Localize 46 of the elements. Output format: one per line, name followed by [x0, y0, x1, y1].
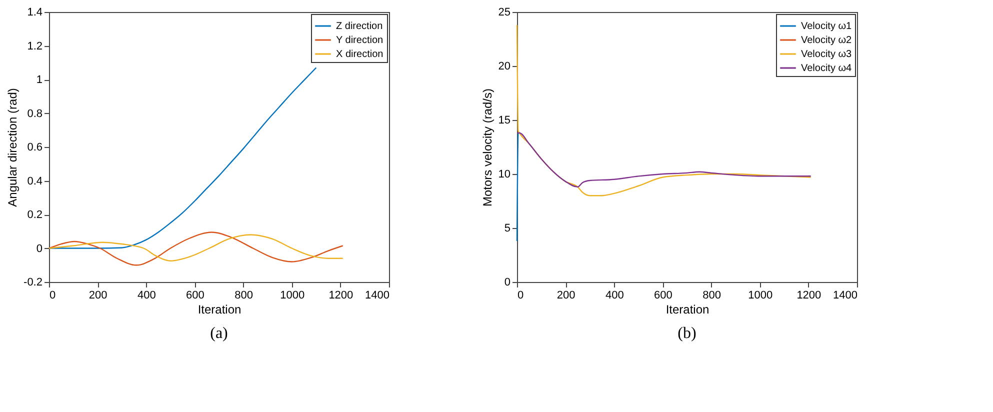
- y-tick-label: 0.4: [27, 175, 42, 188]
- x-tick-label: 200: [556, 290, 576, 302]
- y-tick-label: 0.6: [27, 142, 42, 154]
- y-tick-label: 1: [36, 74, 42, 86]
- x-tick-label: 200: [88, 290, 108, 302]
- y-tick-label: 0.8: [27, 108, 42, 120]
- y-tick-label: 0: [36, 242, 42, 255]
- y-tick-label: 1.2: [27, 40, 42, 52]
- x-tick-label: 600: [654, 290, 672, 302]
- y-tick-label: 25: [498, 6, 510, 18]
- x-tick-label: 400: [605, 290, 624, 302]
- x-tick-label: 800: [234, 290, 253, 302]
- legend-label: Z direction: [336, 21, 383, 32]
- y-tick-label: 15: [498, 114, 510, 126]
- y-tick-label: 0.2: [27, 209, 42, 221]
- x-tick-label: 400: [137, 290, 156, 302]
- y-tick-label: 0: [504, 276, 510, 288]
- x-tick-label: 800: [702, 290, 721, 302]
- text: (a): [210, 325, 228, 342]
- x-tick-label: 1400: [833, 290, 858, 302]
- x-tick-label: 0: [518, 290, 524, 302]
- y-axis-title: Motors velocity (rad/s): [480, 88, 494, 207]
- x-tick-label: 1000: [280, 290, 305, 302]
- y-tick-label: 5: [504, 222, 510, 234]
- line-series: [516, 132, 812, 188]
- y-tick-label: 20: [498, 60, 510, 72]
- y-axis-title: Angular direction (rad): [6, 88, 20, 207]
- x-axis-title: Iteration: [666, 302, 710, 316]
- x-tick-label: 1200: [796, 290, 822, 302]
- legend-label: Velocity ω4: [801, 63, 852, 74]
- x-tick-label: 1200: [328, 290, 354, 302]
- text: (b): [678, 325, 696, 342]
- x-tick-label: 0: [50, 290, 56, 302]
- x-axis-title: Iteration: [198, 302, 242, 316]
- legend-label: Velocity ω3: [801, 49, 852, 60]
- x-tick-label: 1000: [748, 290, 773, 302]
- line-series: [48, 67, 317, 249]
- legend-label: Y direction: [336, 35, 384, 46]
- y-tick-label: -0.2: [24, 276, 42, 288]
- legend-label: Velocity ω1: [801, 21, 852, 32]
- x-tick-label: 600: [186, 290, 204, 302]
- legend-label: Velocity ω2: [801, 35, 852, 46]
- x-tick-label: 1400: [365, 290, 390, 302]
- y-tick-label: 1.4: [27, 6, 42, 18]
- legend-label: X direction: [336, 49, 384, 60]
- y-tick-label: 10: [498, 168, 510, 180]
